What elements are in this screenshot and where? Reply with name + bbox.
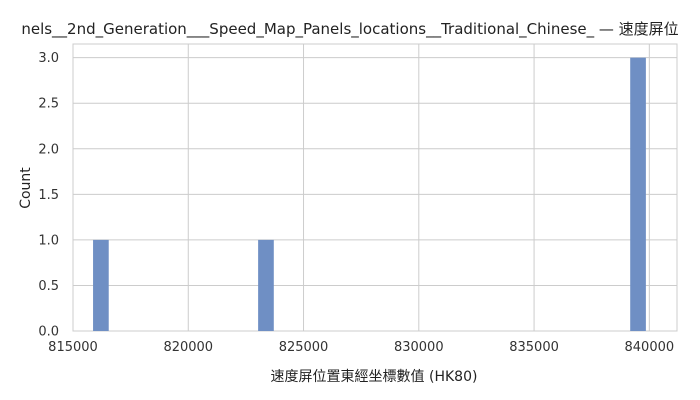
chart-title: nels__2nd_Generation___Speed_Map_Panels_… xyxy=(21,20,678,39)
x-tick-label: 825000 xyxy=(279,340,329,355)
grid-lines xyxy=(72,44,677,332)
x-tick-label: 830000 xyxy=(394,340,444,355)
y-tick-label: 0.0 xyxy=(38,325,59,340)
y-tick-label: 1.5 xyxy=(38,188,59,203)
x-tick-label: 835000 xyxy=(509,340,559,355)
y-tick-label: 0.5 xyxy=(38,279,59,294)
x-tick-label: 840000 xyxy=(625,340,675,355)
x-axis-label: 速度屏位置東經坐標數值 (HK80) xyxy=(271,369,478,385)
histogram-bar-1 xyxy=(93,239,109,331)
plot-frame xyxy=(72,43,678,332)
y-tick-label: 1.0 xyxy=(38,233,59,248)
histogram-bar-3 xyxy=(630,57,646,332)
y-axis-label: Count xyxy=(18,167,34,209)
x-tick-label: 815000 xyxy=(48,340,98,355)
histogram-bar-2 xyxy=(258,239,274,331)
bars xyxy=(93,57,646,332)
x-tick-labels: 815000 820000 825000 830000 835000 840000 xyxy=(48,340,674,355)
y-tick-label: 3.0 xyxy=(38,51,59,66)
y-tick-label: 2.5 xyxy=(38,97,59,112)
y-tick-labels: 0.0 0.5 1.0 1.5 2.0 2.5 3.0 xyxy=(38,51,59,339)
x-tick-label: 820000 xyxy=(163,340,213,355)
y-tick-label: 2.0 xyxy=(38,142,59,157)
